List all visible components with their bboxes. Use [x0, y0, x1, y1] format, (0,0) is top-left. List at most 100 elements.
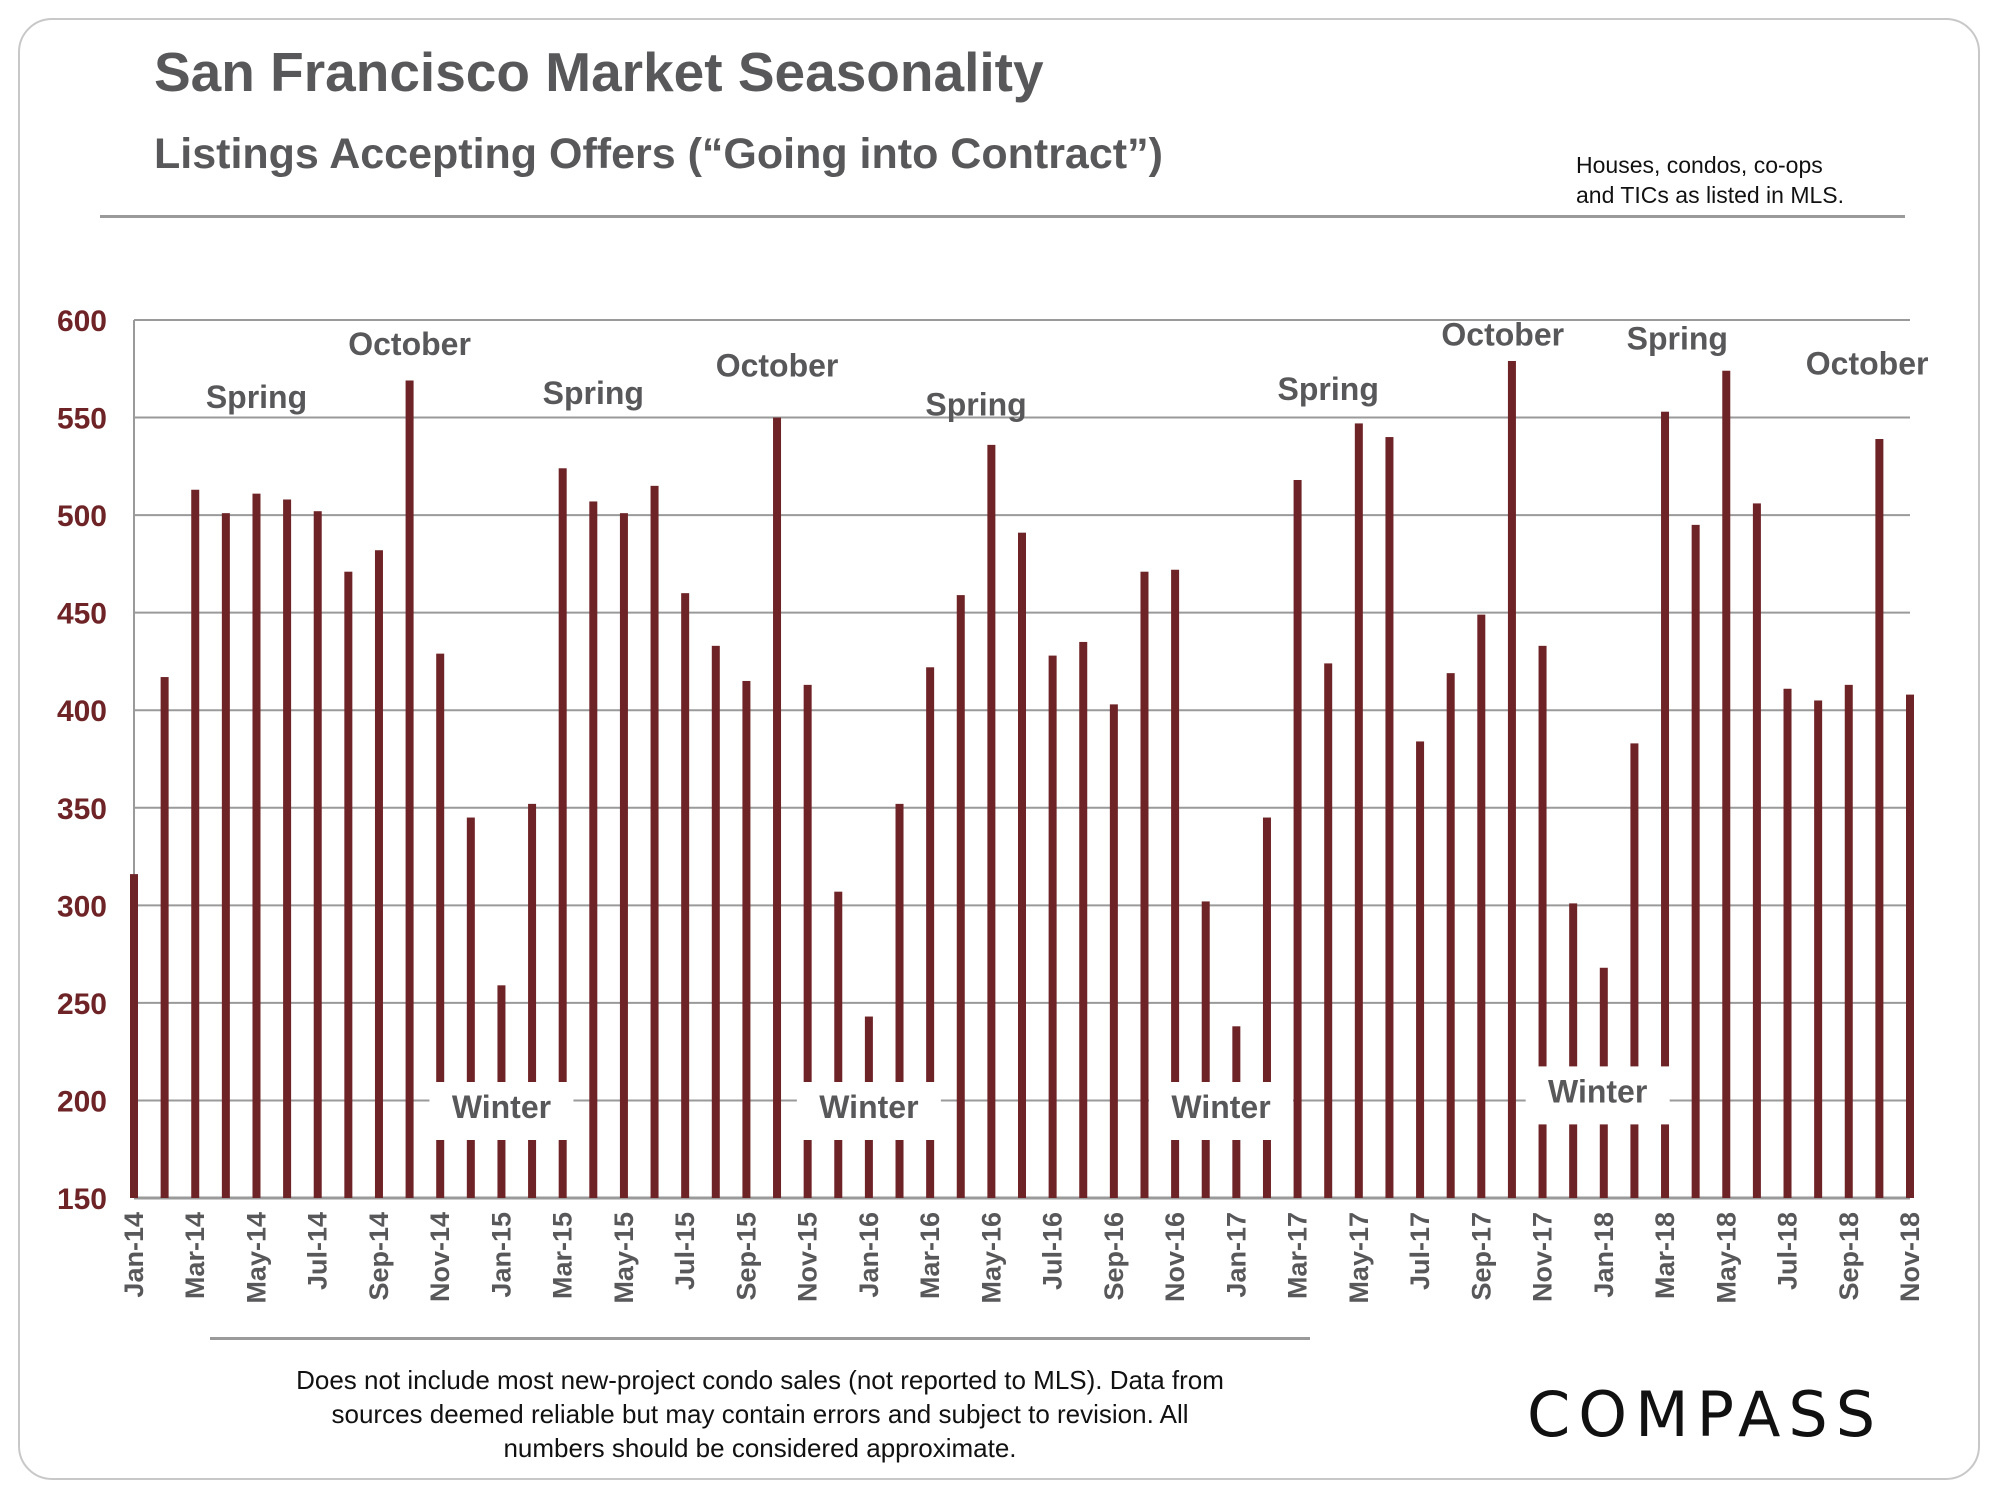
- compass-logo: COMPASS: [1527, 1378, 1884, 1451]
- bar-Oct-16: [1140, 571, 1149, 1198]
- x-tick-label: May-17: [1344, 1212, 1374, 1304]
- bar-Jul-16: [1048, 655, 1057, 1198]
- bar-Apr-18: [1691, 524, 1700, 1198]
- x-tick-label: Nov-17: [1528, 1212, 1558, 1302]
- bar-Aug-17: [1446, 673, 1455, 1198]
- bar-Feb-16: [895, 803, 904, 1198]
- bar-Dec-14: [466, 817, 475, 1198]
- winter-label-box: [1525, 1066, 1670, 1125]
- x-tick-label: May-16: [976, 1212, 1006, 1304]
- x-tick-label: Nov-18: [1895, 1212, 1925, 1302]
- x-tick-label: Mar-18: [1650, 1212, 1680, 1299]
- bar-Jul-14: [313, 511, 322, 1199]
- bar-Mar-18: [1661, 411, 1670, 1198]
- x-tick-label: Jul-17: [1405, 1212, 1435, 1290]
- bar-May-17: [1354, 423, 1363, 1198]
- x-tick-label: Sep-16: [1099, 1212, 1129, 1301]
- x-tick-label: Sep-15: [731, 1212, 761, 1301]
- bar-Sep-17: [1477, 614, 1486, 1198]
- x-tick-label: Jan-18: [1589, 1212, 1619, 1298]
- y-tick-label: 350: [57, 793, 107, 826]
- annotation-winter: Winter: [819, 1089, 918, 1125]
- annotation-spring: Spring: [543, 375, 644, 411]
- annotation-october: October: [1806, 346, 1929, 382]
- x-tick-label: Sep-18: [1834, 1212, 1864, 1301]
- annotation-spring: Spring: [925, 387, 1026, 423]
- x-tick-label: Mar-16: [915, 1212, 945, 1299]
- bar-Mar-15: [558, 468, 567, 1199]
- x-tick-label: Mar-14: [180, 1212, 210, 1299]
- x-tick-label: Mar-17: [1283, 1212, 1313, 1299]
- annotation-winter: Winter: [1171, 1089, 1270, 1125]
- bar-May-14: [252, 493, 261, 1198]
- winter-label-box: [429, 1082, 574, 1141]
- x-tick-label: Sep-14: [364, 1212, 394, 1301]
- bar-Sep-15: [742, 680, 751, 1198]
- x-tick-label: Jul-15: [670, 1212, 700, 1290]
- bar-Apr-14: [221, 513, 230, 1198]
- footnote: Does not include most new-project condo …: [210, 1363, 1310, 1465]
- bar-Jan-14: [130, 874, 138, 1198]
- bar-Jun-18: [1752, 503, 1761, 1199]
- bar-Jun-17: [1385, 437, 1394, 1199]
- chart-subtitle: Listings Accepting Offers (“Going into C…: [154, 130, 1163, 178]
- bar-Sep-16: [1109, 704, 1118, 1198]
- bar-Aug-16: [1079, 641, 1088, 1198]
- footnote-line-1: Does not include most new-project condo …: [296, 1365, 1224, 1395]
- y-tick-label: 400: [57, 695, 107, 728]
- x-tick-label: Nov-15: [793, 1212, 823, 1302]
- bar-Nov-14: [436, 653, 445, 1198]
- bar-Nov-17: [1538, 645, 1547, 1198]
- bar-Mar-14: [191, 489, 200, 1198]
- bar-Aug-18: [1814, 700, 1823, 1198]
- bar-Apr-16: [956, 595, 965, 1198]
- bar-Feb-14: [160, 677, 169, 1198]
- bar-Jul-17: [1416, 741, 1425, 1198]
- bar-May-15: [619, 513, 628, 1198]
- chart-title: San Francisco Market Seasonality: [154, 41, 1044, 103]
- bar-Feb-17: [1262, 817, 1271, 1198]
- x-axis-ticks: Jan-14 Mar-14 May-14 Jul-14 Sep-14 Nov-14 Jan-…: [119, 1212, 1925, 1304]
- annotation-spring: Spring: [1627, 320, 1728, 356]
- annotation-october: October: [348, 326, 471, 362]
- bar-Aug-15: [711, 645, 720, 1198]
- annotation-spring: Spring: [1278, 371, 1379, 407]
- bar-Apr-17: [1324, 663, 1333, 1198]
- y-tick-label: 150: [57, 1183, 107, 1216]
- bar-Feb-18: [1630, 743, 1639, 1198]
- header-divider: [100, 215, 1905, 218]
- scope-note-line-1: Houses, condos, co-ops: [1576, 152, 1823, 178]
- bar-Oct-15: [773, 417, 782, 1198]
- footnote-line-2: sources deemed reliable but may contain …: [331, 1399, 1189, 1429]
- bar-Oct-17: [1507, 360, 1516, 1198]
- y-tick-label: 250: [57, 988, 107, 1021]
- bar-Jul-15: [681, 593, 690, 1198]
- footer-divider: [210, 1337, 1310, 1340]
- annotation-winter: Winter: [452, 1089, 551, 1125]
- x-tick-label: Mar-15: [548, 1212, 578, 1299]
- chart-frame: [18, 18, 1980, 1480]
- bar-Oct-14: [405, 380, 414, 1198]
- bar-Jun-16: [1018, 532, 1026, 1198]
- y-tick-label: 300: [57, 890, 107, 923]
- x-tick-label: May-15: [609, 1212, 639, 1304]
- bar-Apr-15: [589, 501, 598, 1198]
- bar-Sep-18: [1844, 684, 1853, 1198]
- scope-note: Houses, condos, co-ops and TICs as liste…: [1576, 150, 1844, 210]
- bar-Mar-17: [1293, 479, 1302, 1199]
- bar-Dec-16: [1201, 901, 1210, 1198]
- bar-Jul-18: [1783, 688, 1792, 1198]
- winter-label-box: [796, 1082, 941, 1141]
- bar-Jun-15: [650, 485, 659, 1198]
- bar-Dec-17: [1569, 903, 1578, 1198]
- x-tick-label: Sep-17: [1466, 1212, 1496, 1301]
- y-tick-label: 200: [57, 1085, 107, 1118]
- bar-Feb-15: [528, 803, 537, 1198]
- bar-Nov-18: [1906, 694, 1914, 1198]
- x-tick-label: Jan-15: [486, 1212, 516, 1298]
- bar-Oct-18: [1875, 439, 1884, 1198]
- x-tick-label: May-18: [1711, 1212, 1741, 1304]
- x-tick-label: Jan-16: [854, 1212, 884, 1298]
- annotation-october: October: [716, 348, 839, 384]
